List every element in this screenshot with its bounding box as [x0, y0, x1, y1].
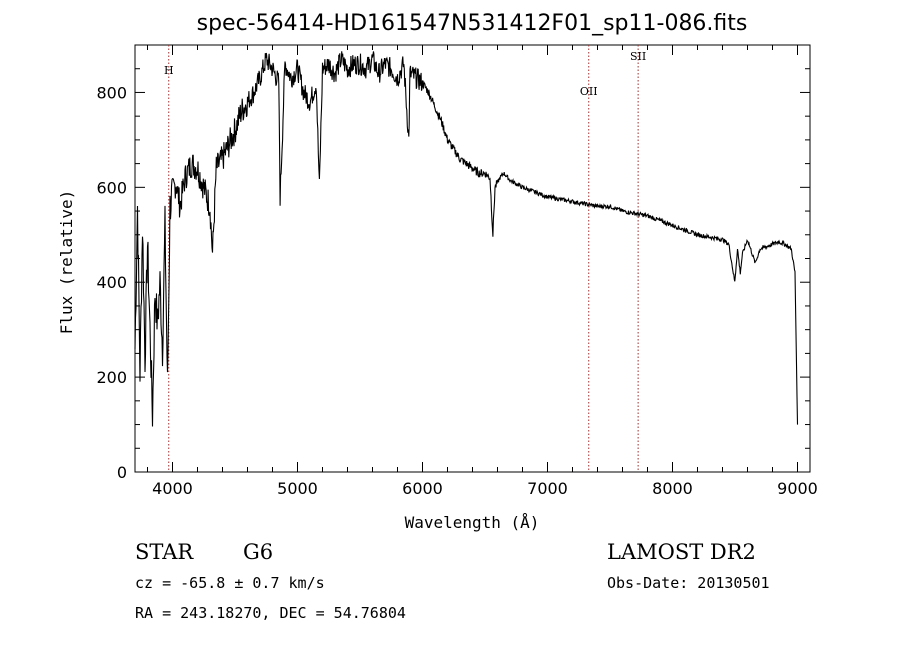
marker-label: H	[164, 64, 174, 77]
x-axis-label: Wavelength (Å)	[405, 513, 540, 532]
line-markers: H OII SII	[164, 45, 646, 472]
marker-label: SII	[630, 50, 646, 63]
redshift-velocity: cz = -65.8 ± 0.7 km/s	[135, 574, 325, 592]
survey-name: LAMOST DR2	[607, 540, 756, 564]
y-tick-label: 600	[96, 178, 127, 197]
plot-frame	[134, 44, 811, 473]
spectrum-chart: spec-56414-HD161547N531412F01_sp11-086.f…	[57, 11, 818, 532]
chart-title: spec-56414-HD161547N531412F01_sp11-086.f…	[197, 11, 748, 36]
x-tick-label: 7000	[527, 479, 568, 498]
x-tick-label: 8000	[652, 479, 693, 498]
marker-label: OII	[580, 85, 598, 98]
object-class: STAR	[135, 540, 194, 564]
coordinates: RA = 243.18270, DEC = 54.76804	[135, 604, 406, 622]
y-axis-label: Flux (relative)	[57, 190, 76, 335]
plot-border	[134, 44, 811, 473]
y-tick-label: 400	[96, 273, 127, 292]
x-tick-label: 9000	[777, 479, 818, 498]
y-tick-label: 0	[117, 463, 127, 482]
observation-date: Obs-Date: 20130501	[607, 574, 770, 592]
x-tick-label: 6000	[402, 479, 443, 498]
y-tick-label: 800	[96, 83, 127, 102]
axis-ticks: 4000 5000 6000 7000 8000 9000 0 200 400 600 800	[96, 44, 818, 498]
y-tick-label: 200	[96, 368, 127, 387]
spectrum-line	[134, 51, 799, 427]
x-tick-label: 5000	[277, 479, 318, 498]
x-tick-label: 4000	[152, 479, 193, 498]
object-subclass: G6	[243, 540, 274, 564]
